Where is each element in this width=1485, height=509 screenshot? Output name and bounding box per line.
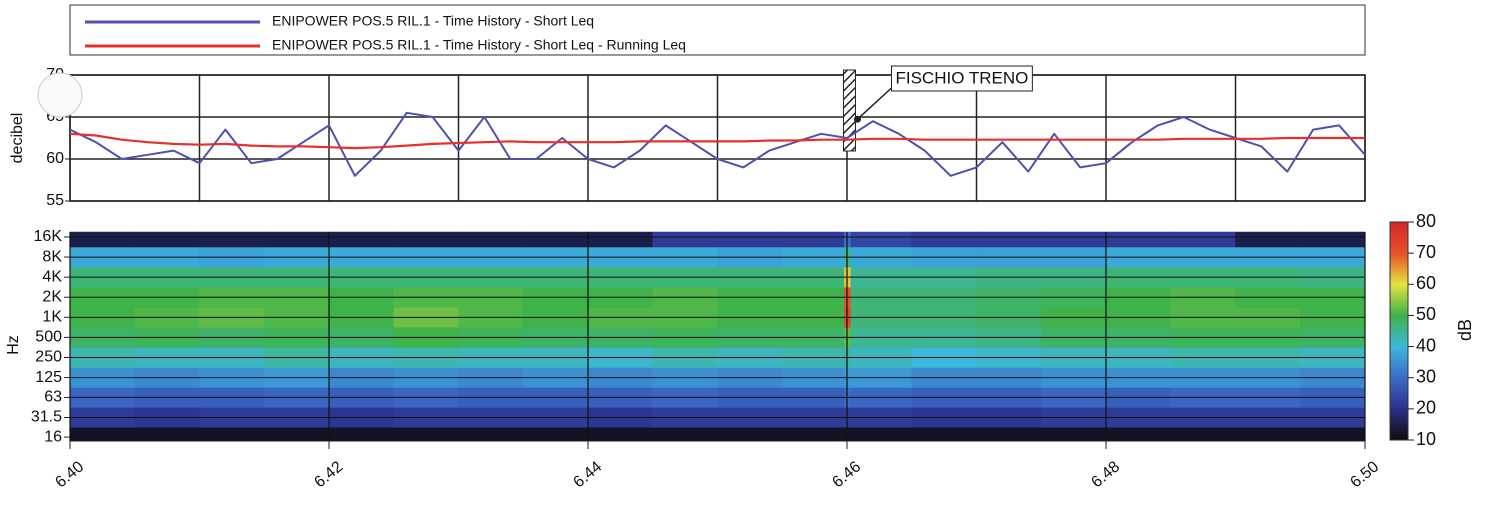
y-tick-label: 60	[46, 150, 64, 167]
scan-mark	[37, 72, 83, 118]
heatmap-cell	[976, 427, 1042, 442]
heatmap-cell	[1041, 427, 1107, 442]
heatmap-cell	[1235, 231, 1301, 248]
colorbar-label: dB	[1455, 319, 1475, 341]
spectrogram-plot: 16 31.5 63 125 250 500 1K 2K 4K 8K 16K 6.40 6.42 6.44…	[31, 211, 1436, 492]
heatmap-cell	[782, 231, 845, 248]
heatmap-cell	[844, 231, 852, 248]
heatmap-cell	[523, 427, 589, 442]
heatmap-cell	[199, 427, 265, 442]
colorbar-tick-label: 80	[1416, 211, 1436, 231]
colorbar-tick-label: 40	[1416, 335, 1436, 355]
y-tick-label: 16K	[34, 228, 63, 245]
y-tick-label: 250	[35, 349, 62, 366]
heatmap-cell	[587, 427, 653, 442]
y-tick-label: 55	[46, 192, 64, 209]
y-axis-label: decibel	[9, 113, 26, 164]
heatmap-cell	[1105, 231, 1171, 248]
heatmap-cell	[911, 231, 977, 248]
heatmap-cell	[458, 231, 524, 248]
heatmap-cell	[393, 427, 459, 442]
y-tick-label: 125	[35, 369, 62, 386]
heatmap-cell	[264, 427, 330, 442]
annotation-text: FISCHIO TRENO	[895, 68, 1028, 87]
heatmap-cell	[134, 427, 200, 442]
heatmap-cell	[652, 231, 718, 248]
colorbar-tick-label: 10	[1416, 429, 1436, 449]
x-tick-label: 6.42	[311, 458, 346, 491]
heatmap-cell	[850, 427, 913, 442]
heatmap-cell	[844, 427, 852, 442]
y-tick-label: 63	[44, 389, 62, 406]
heatmap-cell	[199, 231, 265, 248]
heatmap-cell	[393, 231, 459, 248]
series-line	[69, 111, 1366, 177]
y-tick-label: 1K	[42, 309, 62, 326]
heatmap-cell	[134, 231, 200, 248]
x-tick-label: 6.48	[1088, 458, 1123, 491]
heatmap-cell	[328, 427, 394, 442]
heatmap-cell	[652, 427, 718, 442]
y-axis-label: Hz	[5, 335, 22, 355]
heatmap-cell	[1105, 427, 1171, 442]
heatmap-cell	[911, 427, 977, 442]
legend-label: ENIPOWER POS.5 RIL.1 - Time History - Sh…	[272, 37, 686, 53]
legend-box	[69, 4, 1366, 56]
heatmap-cell	[328, 231, 394, 248]
legend-label: ENIPOWER POS.5 RIL.1 - Time History - Sh…	[272, 13, 594, 29]
colorbar-tick-label: 30	[1416, 366, 1436, 386]
heatmap-cell	[717, 427, 783, 442]
heatmap-cell	[976, 231, 1042, 248]
x-tick-label: 6.46	[829, 458, 864, 491]
event-band	[842, 69, 856, 152]
x-tick-label: 6.50	[1347, 458, 1382, 491]
heatmap-cell	[1170, 231, 1236, 248]
heatmap-cell	[69, 231, 135, 248]
series-line	[69, 132, 1365, 150]
heatmap-cell	[458, 427, 524, 442]
heatmap-cell	[782, 427, 845, 442]
heatmap-cell	[1041, 231, 1107, 248]
colorbar-tick-label: 20	[1416, 398, 1436, 418]
colorbar-tick-label: 70	[1416, 242, 1436, 262]
y-tick-label: 4K	[42, 268, 62, 285]
y-tick-label: 500	[35, 329, 62, 346]
annotation-arrow	[856, 87, 892, 120]
y-tick-label: 16	[44, 428, 62, 445]
y-tick-label: 2K	[42, 288, 62, 305]
x-tick-label: 6.40	[52, 458, 87, 491]
heatmap-cell	[1235, 427, 1301, 442]
time-history-plot: 55606570ENIPOWER POS.5 RIL.1 - Time Hist…	[46, 13, 1366, 209]
heatmap-cell	[1170, 427, 1236, 442]
heatmap-cell	[264, 231, 330, 248]
colorbar-tick-label: 50	[1416, 304, 1436, 324]
heatmap-cell	[850, 231, 913, 248]
y-tick-label: 31.5	[31, 409, 62, 426]
heatmap-cell	[69, 427, 135, 442]
colorbar-tick-label: 60	[1416, 273, 1436, 293]
heatmap-cell	[717, 231, 783, 248]
y-tick-label: 8K	[42, 248, 62, 265]
heatmap-cell	[1300, 231, 1366, 248]
x-tick-label: 6.44	[570, 458, 605, 491]
colorbar	[1389, 221, 1409, 441]
annotation-point	[853, 115, 861, 123]
heatmap-cell	[587, 231, 653, 248]
heatmap-cell	[523, 231, 589, 248]
annotation-box	[890, 65, 1033, 92]
heatmap-cell	[1300, 427, 1366, 442]
